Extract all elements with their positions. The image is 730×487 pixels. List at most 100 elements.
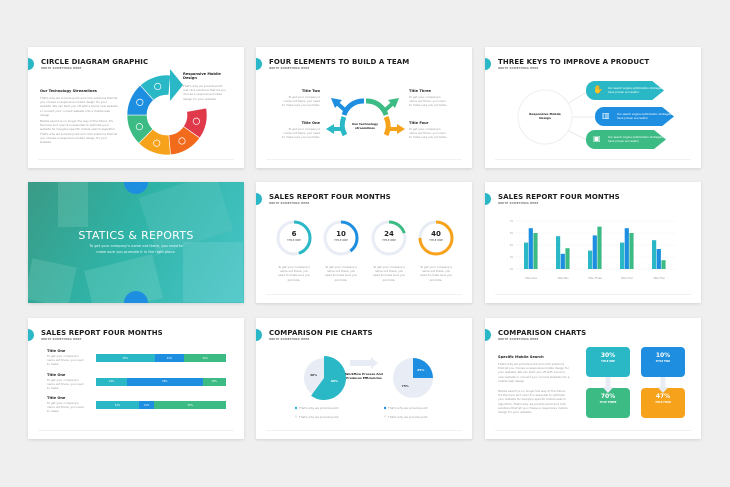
slide-subtitle: WRITE SOMETHING HERE [269,338,310,341]
stacked-bar: 24% 58% 18% [96,377,226,386]
slide-title: COMPARISON CHARTS [498,329,587,337]
bar [588,250,593,269]
item-text: To get your company's name out there, yo… [409,127,447,140]
slide-sales-bar-chart[interactable]: SALES REPORT FOUR MONTHS WRITE SOMETHING… [485,182,701,303]
x-tick-label: Title Four [621,276,634,280]
slide-subtitle: WRITE SOMETHING HERE [41,338,82,341]
accent-dot [485,58,491,70]
bar-segment: 24% [96,377,128,386]
stacked-bar: 33% 12% 55% [96,401,226,409]
legend-label: That's why we provide point [388,414,428,419]
bar-segment: 18% [202,377,226,386]
slide-title: COMPARISON PIE CHARTS [269,329,373,337]
middle-label: Workflow Process And Produces Efficienci… [345,372,383,380]
arc-three [365,98,389,116]
pie-charts [294,356,433,418]
donut-caption: To get your company's name out there, yo… [324,265,358,282]
hand-coin-icon: ✋ [593,85,603,94]
arc-one [339,115,348,137]
bar [624,228,629,269]
ring-arrow-head [170,69,183,101]
row-title: Title One [47,372,66,377]
key-item: ▥ Our search engine optimization strategi… [595,107,674,126]
footer-line [495,159,691,160]
box-value: 70% [600,393,616,400]
calendar-icon [136,98,144,106]
center-label: Our technology streamlines [352,122,378,130]
key-item: ▣ Our search engine optimization strategi… [586,130,666,149]
paragraph: That's why we provide point and click so… [498,362,570,383]
accent-dot [485,193,491,205]
y-tick-label: 10 [510,267,514,271]
donut-progress [323,220,359,256]
donut-caption: To get your company's name out there, yo… [277,265,311,282]
arrow-three-head [388,98,399,108]
slide-statics-reports[interactable]: STATICS & REPORTS To get your company's … [28,182,244,303]
item-title: Title Four [409,121,429,125]
person-icon [154,82,162,91]
donut-value: 24 [384,230,394,238]
slide-subtitle: WRITE SOMETHING HERE [498,338,539,341]
footer-line [266,294,462,295]
bar-segment: 32% [184,354,226,362]
bar [524,242,529,269]
arrow-four-head [397,124,405,134]
slide-title: STATICS & REPORTS [78,229,194,242]
donut-value: 40 [431,230,441,238]
donut-caption: To get your company's name out there, yo… [372,265,406,282]
slide-title: THREE KEYS TO IMPROVE A PRODUCT [498,58,650,66]
pie-rest-label: 75% [401,383,409,388]
bar [652,240,657,269]
background-photo [28,182,243,303]
slide-subtitle: WRITE SOMETHING HERE [498,202,539,205]
connector-lines [517,89,595,145]
slide-three-keys[interactable]: THREE KEYS TO IMPROVE A PRODUCT WRITE SO… [485,47,701,168]
bar-chart: 70 55 40 25 10 Title One Title Two Title Three T… [510,219,675,280]
accent-dot [256,58,262,70]
slide-comparison-charts[interactable]: COMPARISON CHARTS WRITE SOMETHING HERE S… [485,318,701,439]
legend-label: That's why we provide point [299,414,339,419]
footer-line [495,430,691,431]
donut-progress [418,220,454,256]
bar [565,248,570,269]
row-text: To get your company's name out there, yo… [47,377,84,390]
bar [592,235,597,269]
box-label: TITLE ONE [601,360,615,363]
footer-line [266,159,462,160]
x-tick-label: Title Two [557,276,569,280]
stacked-bar: 45% 23% 32% [96,354,226,362]
callout-text: That's why we provide point and click so… [183,84,226,101]
bar [533,233,538,269]
bar [528,228,533,269]
x-tick-label: Title One [525,276,537,280]
comparison-box: 10% TITLE TWO [641,347,685,377]
circle-diagram [126,69,208,156]
key-item: ✋ Our search engine optimization strategi… [586,81,664,100]
bar-segment: 55% [154,401,226,409]
slide-four-elements[interactable]: FOUR ELEMENTS TO BUILD A TEAM WRITE SOME… [256,47,472,168]
heading: Our Technology Streamlines [40,89,97,93]
slide-text: To get your company's name out there, yo… [89,244,183,254]
slide-circle-diagram[interactable]: CIRCLE DIAGRAM GRAPHIC WRITE SOMETHING H… [28,47,244,168]
item-title: Title Two [301,89,320,93]
donut-value: 6 [291,230,297,238]
accent-dot [28,329,34,341]
bar-segment: 12% [138,401,155,409]
bar [656,249,661,269]
slide-sales-donuts[interactable]: SALES REPORT FOUR MONTHS WRITE SOMETHING… [256,182,472,303]
slide-sales-stacked[interactable]: SALES REPORT FOUR MONTHS WRITE SOMETHING… [28,318,244,439]
legend-dot [294,406,298,410]
box-value: 47% [655,393,671,400]
donut-label: TITLE ONE [429,239,443,242]
comparison-box: 30% TITLE ONE [586,347,630,377]
slide-subtitle: WRITE SOMETHING HERE [41,67,82,70]
item-text: To get your company's name out there, yo… [409,95,447,108]
arrows-diagram [326,98,405,137]
slide-comparison-pies[interactable]: COMPARISON PIE CHARTS WRITE SOMETHING HE… [256,318,472,439]
arrow-two [336,102,349,114]
bar-segment: 58% [127,377,203,386]
x-tick-label: Title Three [588,276,602,280]
legend-label: That's why we provide point [388,406,428,410]
legend-dot [294,415,298,418]
accent-dot [485,329,491,341]
